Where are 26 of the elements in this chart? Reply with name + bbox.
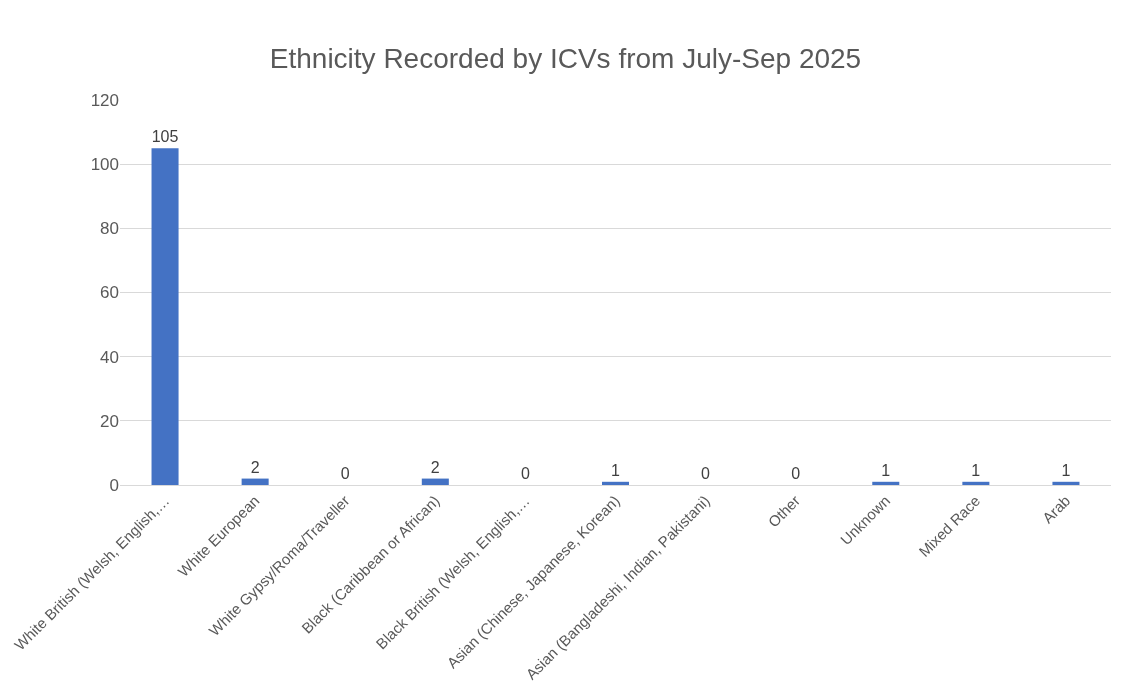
data-label: 105 bbox=[151, 128, 179, 146]
y-tick-label: 20 bbox=[100, 411, 119, 431]
y-tick-label: 40 bbox=[100, 347, 119, 367]
bar bbox=[962, 481, 990, 485]
bar bbox=[151, 148, 179, 485]
data-label: 0 bbox=[701, 465, 711, 482]
y-tick-label: 80 bbox=[100, 219, 119, 239]
data-label: 1 bbox=[971, 461, 981, 479]
data-label: 0 bbox=[791, 465, 801, 482]
bar bbox=[241, 478, 269, 485]
chart-title: Ethnicity Recorded by ICVs from July-Sep 2025 bbox=[269, 43, 862, 75]
data-label: 2 bbox=[430, 458, 440, 476]
y-tick-label: 100 bbox=[90, 155, 119, 175]
data-label: 1 bbox=[881, 461, 891, 479]
data-label: 0 bbox=[520, 465, 530, 482]
data-label: 2 bbox=[250, 458, 260, 476]
data-label: 1 bbox=[1061, 461, 1071, 479]
y-tick-label: 120 bbox=[90, 90, 119, 110]
data-label: 0 bbox=[340, 465, 350, 482]
data-label: 1 bbox=[611, 461, 620, 479]
bar bbox=[421, 478, 449, 485]
y-tick-label: 60 bbox=[100, 283, 119, 303]
bar bbox=[1052, 481, 1080, 485]
bar bbox=[601, 481, 630, 485]
bar bbox=[872, 481, 900, 485]
y-tick-label: 0 bbox=[109, 475, 119, 495]
